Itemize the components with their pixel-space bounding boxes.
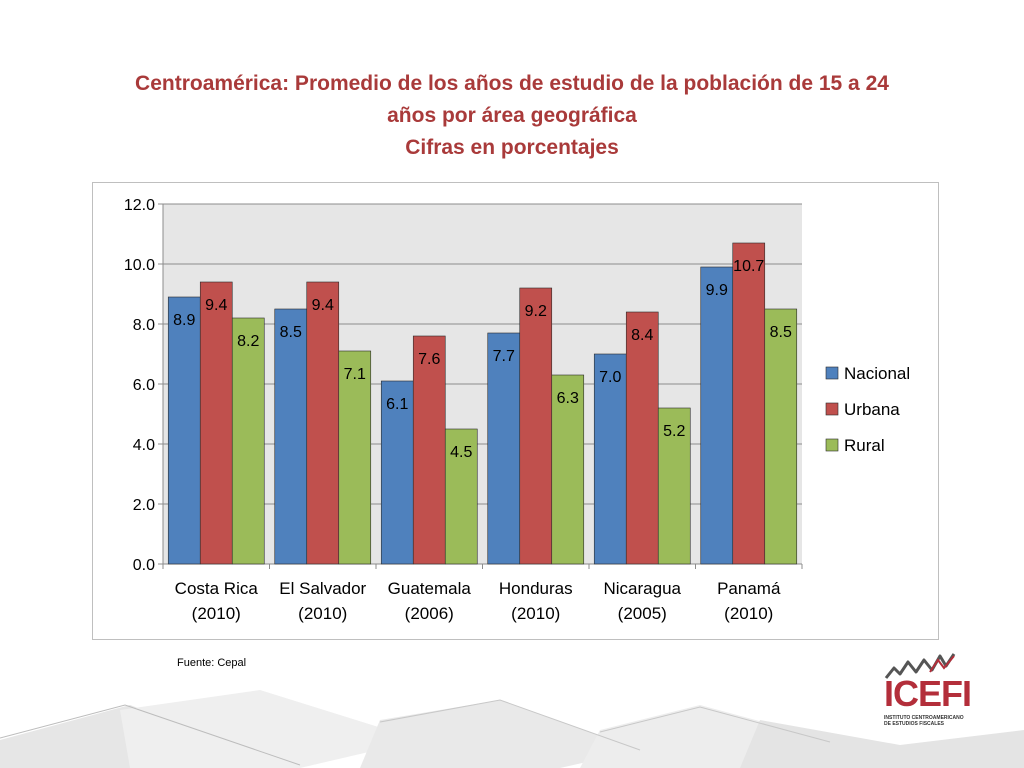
title-line-3: Cifras en porcentajes [405,136,619,159]
legend-label-nacional: Nacional [844,364,910,383]
bar-nacional [487,332,521,565]
x-category-label: (2005) [618,604,667,623]
y-tick-label: 12.0 [124,197,155,214]
data-label: 7.0 [599,369,621,386]
y-tick-label: 0.0 [133,557,155,574]
bar-urbana [732,242,766,565]
legend-label-rural: Rural [844,436,885,455]
bar-chart: 0.0 2.0 4.0 6.0 8.0 10.0 12.0 8.9 9.4 8.2 Costa Ri… [124,197,910,623]
x-category-label: (2006) [405,604,454,623]
icefi-logo-subtitle: INSTITUTO CENTROAMERICANO DE ESTUDIOS FI… [884,715,964,727]
bar-rural [444,428,478,565]
slide-title: Centroamérica: Promedio de los años de e… [40,68,984,164]
data-label: 9.9 [706,282,728,299]
data-label: 10.7 [733,258,764,275]
bar-nacional [700,266,734,565]
data-label: 7.6 [418,351,440,368]
x-category-label: (2010) [192,604,241,623]
x-category-label: Honduras [499,579,573,598]
data-label: 8.5 [280,324,302,341]
x-category-label: Guatemala [388,579,472,598]
legend-swatch-nacional [825,366,839,380]
y-tick-label: 8.0 [133,317,155,334]
bar-rural [551,374,585,565]
logo-subtitle-line-1: INSTITUTO CENTROAMERICANO [884,715,964,721]
bar-rural [657,407,691,565]
legend-swatch-rural [825,438,839,452]
bar-urbana [625,311,659,565]
x-category-label: (2010) [298,604,347,623]
title-line-1: Centroamérica: Promedio de los años de e… [135,72,889,95]
logo-subtitle-line-2: DE ESTUDIOS FISCALES [884,721,945,727]
x-category-label: Costa Rica [175,579,259,598]
data-label: 9.4 [205,297,227,314]
data-label: 8.5 [770,324,792,341]
data-label: 8.9 [173,312,195,329]
data-label: 8.2 [237,333,259,350]
y-tick-label: 4.0 [133,437,155,454]
data-label: 8.4 [631,327,653,344]
legend-label-urbana: Urbana [844,400,900,419]
bar-rural [764,308,798,565]
bar-nacional [274,308,308,565]
bottom-decoration [0,690,1024,768]
x-category-label: El Salvador [279,579,366,598]
x-category-label: Nicaragua [604,579,682,598]
bar-urbana [519,287,553,565]
bar-nacional [593,353,627,565]
icefi-logo-text: ICEFI [884,673,972,714]
legend-swatch-urbana [825,402,839,416]
bar-urbana [306,281,340,565]
data-label: 6.3 [557,390,579,407]
x-category-label: (2010) [511,604,560,623]
title-line-2: años por área geográfica [387,104,637,127]
bar-nacional [167,296,201,565]
y-tick-label: 2.0 [133,497,155,514]
data-label: 6.1 [386,396,408,413]
data-label: 4.5 [450,444,472,461]
bar-urbana [412,335,446,565]
data-label: 7.7 [493,348,515,365]
data-label: 9.2 [525,303,547,320]
x-category-label: (2010) [724,604,773,623]
bar-urbana [199,281,233,565]
bar-rural [338,350,372,565]
source-note: Fuente: Cepal [177,657,247,669]
x-category-label: Panamá [717,579,781,598]
chart-frame: 0.0 2.0 4.0 6.0 8.0 10.0 12.0 8.9 9.4 8.2 Costa Ri… [92,182,939,640]
data-label: 9.4 [312,297,334,314]
data-label: 5.2 [663,423,685,440]
bar-rural [231,317,265,565]
data-label: 7.1 [344,366,366,383]
y-tick-label: 6.0 [133,377,155,394]
icefi-mountain-icon [884,653,956,679]
y-tick-label: 10.0 [124,257,155,274]
